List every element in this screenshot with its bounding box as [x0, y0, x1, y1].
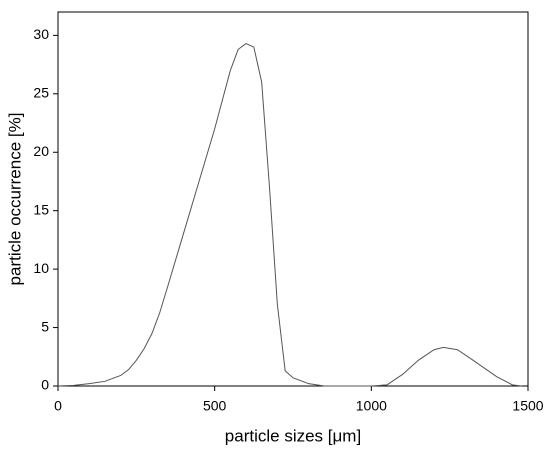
y-axis-title: particle occurrence [%] [5, 113, 24, 286]
x-tick-label: 0 [54, 398, 62, 414]
y-tick-label: 0 [41, 377, 49, 393]
y-tick-label: 5 [41, 318, 49, 334]
x-tick-label: 1000 [356, 398, 387, 414]
x-tick-label: 1500 [512, 398, 543, 414]
y-tick-label: 30 [33, 26, 49, 42]
data-line [57, 42, 522, 387]
plot-frame [57, 11, 529, 387]
x-axis-title: particle sizes [μm] [225, 426, 361, 445]
y-tick-label: 20 [33, 143, 49, 159]
y-tick-label: 15 [33, 201, 49, 217]
y-tick-label: 10 [33, 260, 49, 276]
x-tick-label: 500 [203, 398, 227, 414]
y-tick-label: 25 [33, 85, 49, 101]
